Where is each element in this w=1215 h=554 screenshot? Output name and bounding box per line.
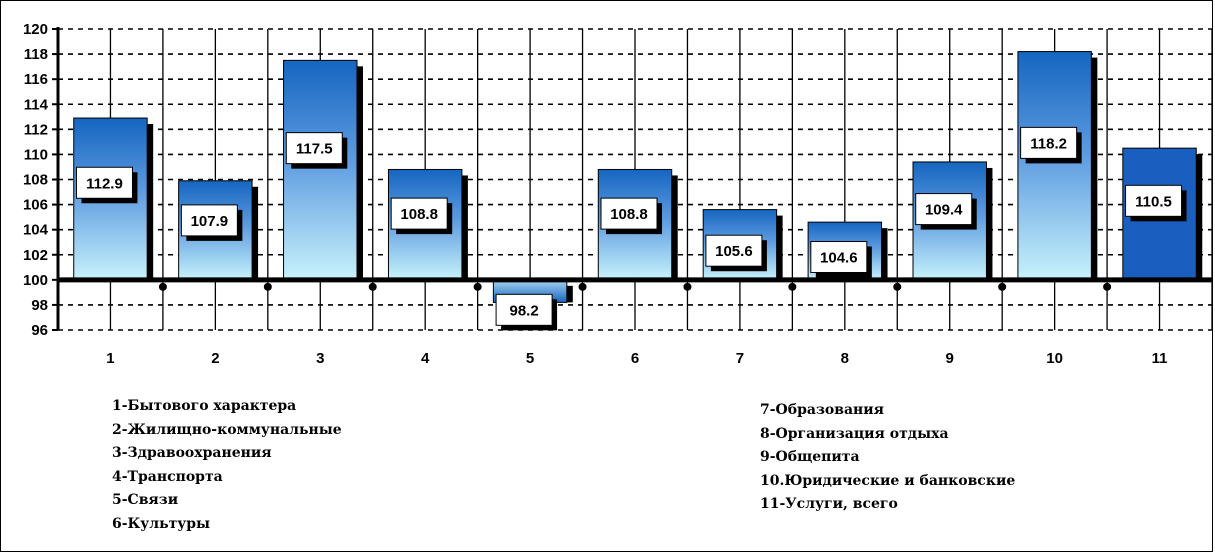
legend-item: 7-Образования [760,402,884,418]
axis-marker [158,282,167,291]
data-label: 110.5 [1135,193,1172,210]
y-tick-label: 96 [31,322,48,339]
legend-item: 3-Здравоохранения [112,445,272,461]
x-tick-label: 1 [106,350,114,367]
legend-right: 7-Образования 8-Организация отдыха 9-Общ… [760,399,1015,517]
axis-marker [263,282,272,291]
axis-marker [578,282,587,291]
legend-item: 1-Бытового характера [112,398,297,414]
axis-marker [473,282,482,291]
legend-left: 1-Бытового характера 2-Жилищно-коммуналь… [112,395,342,536]
data-label-box [915,193,973,226]
legend-item: 8-Организация отдыха [760,425,949,442]
x-tick-label: 11 [1152,350,1168,367]
data-label: 117.5 [296,141,333,158]
data-label: 118.2 [1030,135,1067,152]
y-tick-label: 100 [23,272,48,289]
y-tick-label: 114 [24,96,49,113]
y-tick-label: 112 [24,121,48,138]
data-label: 109.4 [925,202,963,219]
legend-item: 2-Жилищно-коммунальные [112,421,342,438]
legend-item: 9-Общепита [760,449,860,465]
y-tick-label: 104 [23,222,49,239]
legend-item: 4-Транспорта [112,468,223,485]
legend-item: 11-Услуги, всего [760,496,898,512]
y-tick-label: 120 [23,21,48,38]
x-tick-label: 3 [316,350,324,367]
axis-marker [1103,282,1112,291]
bar [1017,51,1092,281]
legend-item: 5-Связи [112,492,179,508]
axis-marker [683,282,692,291]
data-label: 112.9 [86,175,123,192]
x-tick-label: 10 [1046,350,1063,367]
data-label-box [390,197,448,230]
y-tick-label: 116 [24,71,48,88]
y-tick-label: 98 [31,297,48,314]
x-tick-label: 5 [526,350,534,367]
axis-marker [893,282,902,291]
axis-marker [998,282,1007,291]
data-label-box [285,132,343,165]
data-label-box [1020,126,1078,159]
bar [283,59,358,281]
data-label: 108.8 [400,206,438,223]
data-label: 105.6 [715,243,753,260]
x-tick-label: 8 [841,350,849,367]
data-label-box [810,240,868,273]
axis-marker [788,282,797,291]
axis-marker [368,282,377,291]
legend-item: 10.Юридические и банковские [760,472,1016,489]
data-label: 104.6 [820,249,858,266]
x-tick-label: 4 [421,350,430,367]
x-tick-label: 7 [736,350,744,367]
data-label-box [495,293,553,326]
data-label-box [75,166,133,199]
y-tick-label: 110 [24,146,48,163]
x-tick-label: 2 [211,350,219,367]
data-label-box [180,204,238,237]
y-tick-label: 118 [24,46,48,63]
data-label-box [1125,184,1183,217]
y-tick-label: 108 [23,172,48,189]
y-tick-label: 106 [23,197,48,214]
x-tick-label: 9 [946,350,954,367]
data-label: 108.8 [610,206,648,223]
data-label-box [705,234,763,267]
legend-item: 6-Культуры [112,515,211,532]
x-tick-label: 6 [631,350,639,367]
data-label-box [600,197,658,230]
y-tick-label: 102 [23,247,48,264]
data-label: 107.9 [191,213,229,230]
data-label: 98.2 [509,302,538,319]
